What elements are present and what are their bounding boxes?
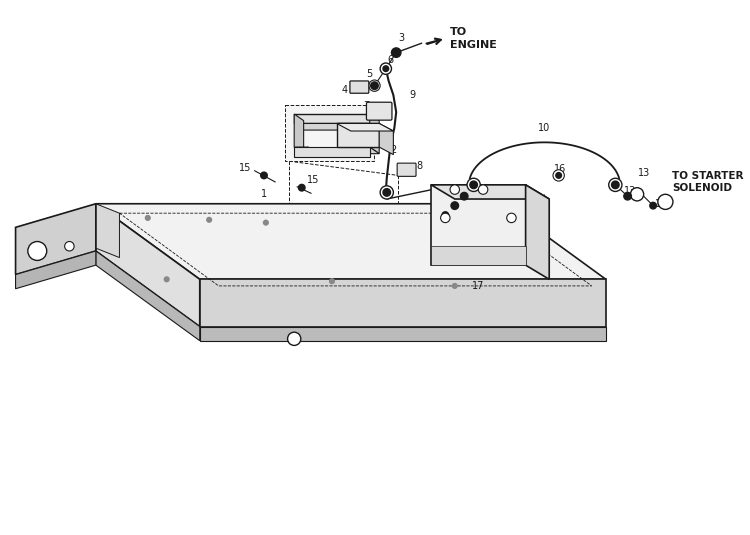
Circle shape bbox=[146, 216, 150, 220]
Text: 3: 3 bbox=[399, 34, 405, 43]
FancyBboxPatch shape bbox=[350, 81, 369, 93]
Circle shape bbox=[478, 185, 488, 194]
Circle shape bbox=[440, 213, 450, 223]
Circle shape bbox=[553, 170, 564, 181]
Circle shape bbox=[263, 220, 268, 225]
Circle shape bbox=[287, 332, 301, 346]
Circle shape bbox=[631, 188, 644, 201]
Text: 16: 16 bbox=[554, 164, 567, 174]
Text: 14: 14 bbox=[655, 198, 667, 209]
Polygon shape bbox=[16, 251, 96, 289]
Text: 5: 5 bbox=[367, 70, 373, 79]
Text: TO STARTER
SOLENOID: TO STARTER SOLENOID bbox=[672, 171, 743, 193]
Polygon shape bbox=[294, 124, 380, 130]
Text: 17: 17 bbox=[472, 281, 484, 291]
Polygon shape bbox=[370, 114, 380, 154]
Text: 13: 13 bbox=[624, 187, 637, 196]
Circle shape bbox=[380, 186, 393, 199]
FancyBboxPatch shape bbox=[398, 163, 416, 177]
Polygon shape bbox=[96, 204, 606, 279]
Circle shape bbox=[28, 241, 46, 261]
Circle shape bbox=[624, 193, 632, 200]
Text: 10: 10 bbox=[538, 123, 550, 133]
Circle shape bbox=[650, 202, 656, 209]
Text: 15: 15 bbox=[239, 163, 251, 173]
Polygon shape bbox=[380, 124, 393, 155]
Text: 12: 12 bbox=[477, 215, 489, 225]
Circle shape bbox=[442, 212, 448, 218]
Circle shape bbox=[460, 193, 468, 200]
Polygon shape bbox=[16, 204, 502, 227]
Polygon shape bbox=[431, 246, 526, 265]
Circle shape bbox=[556, 173, 562, 178]
Text: +: + bbox=[486, 185, 494, 194]
Circle shape bbox=[451, 202, 458, 209]
Polygon shape bbox=[294, 114, 370, 124]
Circle shape bbox=[64, 241, 74, 251]
Polygon shape bbox=[431, 185, 549, 199]
Text: 7: 7 bbox=[363, 102, 369, 111]
Circle shape bbox=[380, 63, 392, 74]
Polygon shape bbox=[96, 204, 119, 257]
Circle shape bbox=[392, 48, 401, 57]
Polygon shape bbox=[337, 124, 380, 147]
Text: 8: 8 bbox=[417, 161, 423, 171]
Circle shape bbox=[658, 194, 673, 209]
Polygon shape bbox=[96, 204, 200, 326]
Text: 4: 4 bbox=[341, 86, 347, 95]
Polygon shape bbox=[96, 251, 200, 341]
Text: 1: 1 bbox=[261, 189, 267, 200]
Circle shape bbox=[369, 80, 380, 91]
Polygon shape bbox=[285, 104, 374, 161]
Text: TO
ENGINE: TO ENGINE bbox=[450, 27, 497, 50]
Text: 13: 13 bbox=[638, 167, 650, 178]
FancyBboxPatch shape bbox=[367, 102, 392, 120]
Circle shape bbox=[609, 178, 622, 192]
Text: 11: 11 bbox=[465, 201, 477, 211]
Circle shape bbox=[611, 181, 619, 189]
Polygon shape bbox=[16, 204, 96, 274]
Polygon shape bbox=[200, 279, 606, 326]
Circle shape bbox=[467, 178, 480, 192]
Polygon shape bbox=[294, 147, 318, 154]
Polygon shape bbox=[294, 114, 304, 154]
Polygon shape bbox=[526, 185, 549, 279]
Circle shape bbox=[261, 172, 267, 179]
Circle shape bbox=[450, 185, 460, 194]
Polygon shape bbox=[200, 326, 606, 341]
Polygon shape bbox=[337, 124, 393, 131]
Polygon shape bbox=[356, 147, 380, 154]
Text: 15: 15 bbox=[307, 175, 320, 185]
Circle shape bbox=[329, 279, 334, 284]
Circle shape bbox=[383, 189, 391, 196]
Circle shape bbox=[452, 284, 457, 288]
Polygon shape bbox=[431, 185, 526, 265]
Circle shape bbox=[164, 277, 169, 281]
Text: eReplacementParts.com: eReplacementParts.com bbox=[262, 259, 449, 274]
Text: 2: 2 bbox=[390, 145, 397, 155]
Text: -: - bbox=[460, 185, 463, 194]
Text: 9: 9 bbox=[410, 90, 416, 100]
Text: 6: 6 bbox=[388, 55, 394, 65]
Circle shape bbox=[207, 217, 212, 222]
Circle shape bbox=[383, 66, 388, 72]
Circle shape bbox=[298, 185, 305, 191]
Circle shape bbox=[370, 82, 378, 89]
Circle shape bbox=[507, 213, 516, 223]
Polygon shape bbox=[294, 147, 370, 157]
Circle shape bbox=[470, 181, 478, 189]
